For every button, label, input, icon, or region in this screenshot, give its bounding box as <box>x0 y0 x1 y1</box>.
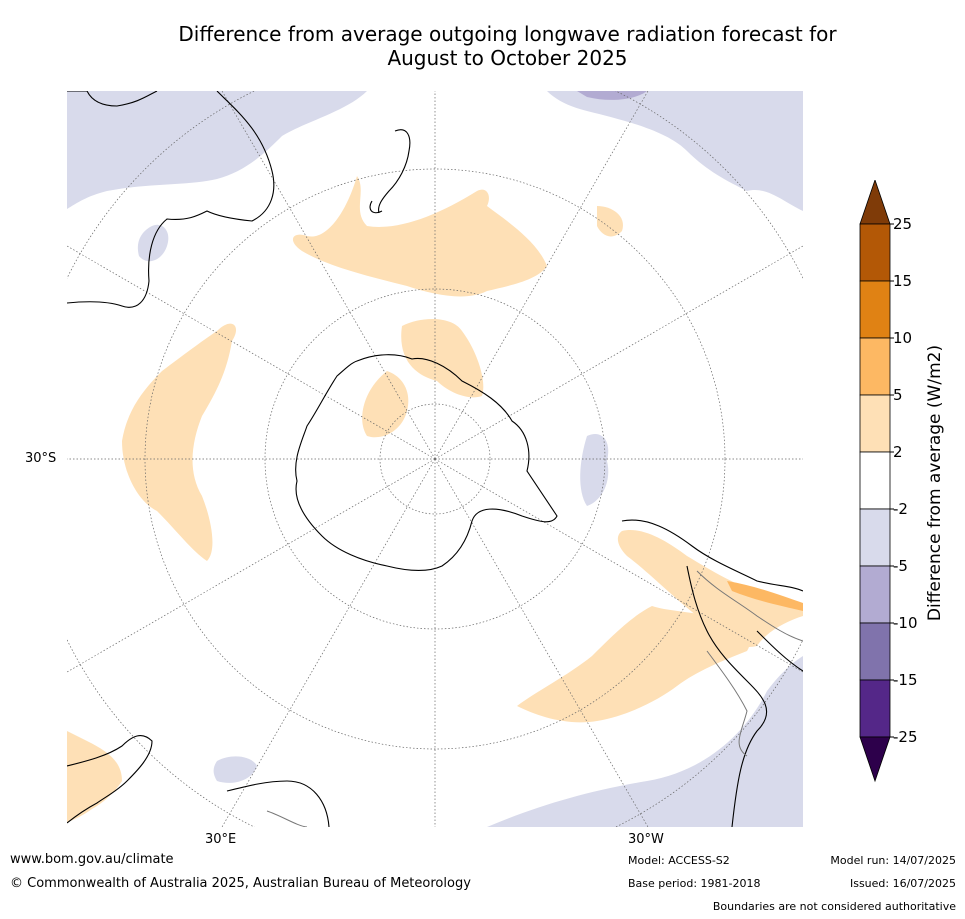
anomaly-positive-region <box>292 176 547 297</box>
anomaly-negative-region <box>577 91 647 100</box>
anomaly-positive-region <box>362 371 409 438</box>
anomaly-negative-region <box>67 91 367 209</box>
colorbar-tick-label: 10 <box>893 329 912 347</box>
colorbar-arrow-top <box>859 180 891 225</box>
disclaimer-text: Boundaries are not considered authoritat… <box>712 900 956 913</box>
anomaly-negative-region <box>213 756 257 783</box>
anomaly-negative-region <box>487 656 803 827</box>
longitude-label-east: 30°E <box>205 832 237 847</box>
anomaly-positive-region <box>597 206 623 237</box>
colorbar-segment <box>859 280 891 339</box>
new-zealand-coastline <box>369 129 411 214</box>
anomaly-negative-region <box>580 433 609 506</box>
south-america-coastline <box>756 630 803 672</box>
colorbar: 25 15 10 5 2 -2 -5 -10 -15 -25 <box>859 180 918 783</box>
colorbar-segment <box>859 565 891 624</box>
colorbar-segment <box>859 451 891 510</box>
colorbar-tick-label: -10 <box>893 614 918 632</box>
colorbar-segment <box>859 337 891 396</box>
anomaly-positive-region <box>401 319 484 398</box>
chart-title: Difference from average outgoing longwav… <box>0 22 965 70</box>
anomaly-positive-region <box>727 581 803 611</box>
south-america-coastline <box>621 519 803 827</box>
colorbar-tick-label: -15 <box>893 671 918 689</box>
colorbar-tick-label: 2 <box>893 443 903 461</box>
anomaly-positive-region <box>122 323 237 561</box>
anomaly-positive-region <box>517 606 750 723</box>
colorbar-tick-label: -5 <box>893 557 908 575</box>
model-label: Model: ACCESS-S2 <box>628 854 730 867</box>
anomaly-negative-region <box>547 91 803 211</box>
country-boundary <box>266 810 308 827</box>
anomaly-positive-region <box>617 530 803 647</box>
polar-map <box>67 91 803 827</box>
model-run-label: Model run: 14/07/2025 <box>830 854 956 867</box>
title-line-2: August to October 2025 <box>387 46 628 70</box>
base-period-label: Base period: 1981-2018 <box>628 877 761 890</box>
graticule <box>67 91 803 827</box>
anomaly-negative-region <box>137 224 169 262</box>
africa-coastline <box>226 780 330 827</box>
colorbar-segment <box>859 622 891 681</box>
title-line-1: Difference from average outgoing longwav… <box>178 22 837 46</box>
anomaly-positive-region <box>67 731 122 822</box>
copyright-text: © Commonwealth of Australia 2025, Austra… <box>10 876 471 891</box>
colorbar-segment <box>859 394 891 453</box>
country-boundary <box>696 570 803 642</box>
colorbar-tick-label: 15 <box>893 272 912 290</box>
australia-coastline <box>67 91 275 308</box>
colorbar-tick-label: 25 <box>893 215 912 233</box>
africa-coastline <box>67 735 153 824</box>
latitude-label: 30°S <box>25 451 57 466</box>
colorbar-tick-label: -25 <box>893 728 918 746</box>
website-link[interactable]: www.bom.gov.au/climate <box>10 852 174 867</box>
colorbar-segment <box>859 679 891 738</box>
colorbar-arrow-bottom <box>859 736 891 783</box>
longitude-label-west: 30°W <box>628 832 664 847</box>
colorbar-tick-label: 5 <box>893 386 903 404</box>
issued-label: Issued: 16/07/2025 <box>849 877 956 890</box>
colorbar-tick-label: -2 <box>893 500 908 518</box>
colorbar-segment <box>859 508 891 567</box>
colorbar-segment <box>859 223 891 282</box>
antarctica-coastline <box>295 354 558 572</box>
colorbar-title: Difference from average (W/m2) <box>925 344 945 622</box>
country-boundary <box>706 650 748 757</box>
